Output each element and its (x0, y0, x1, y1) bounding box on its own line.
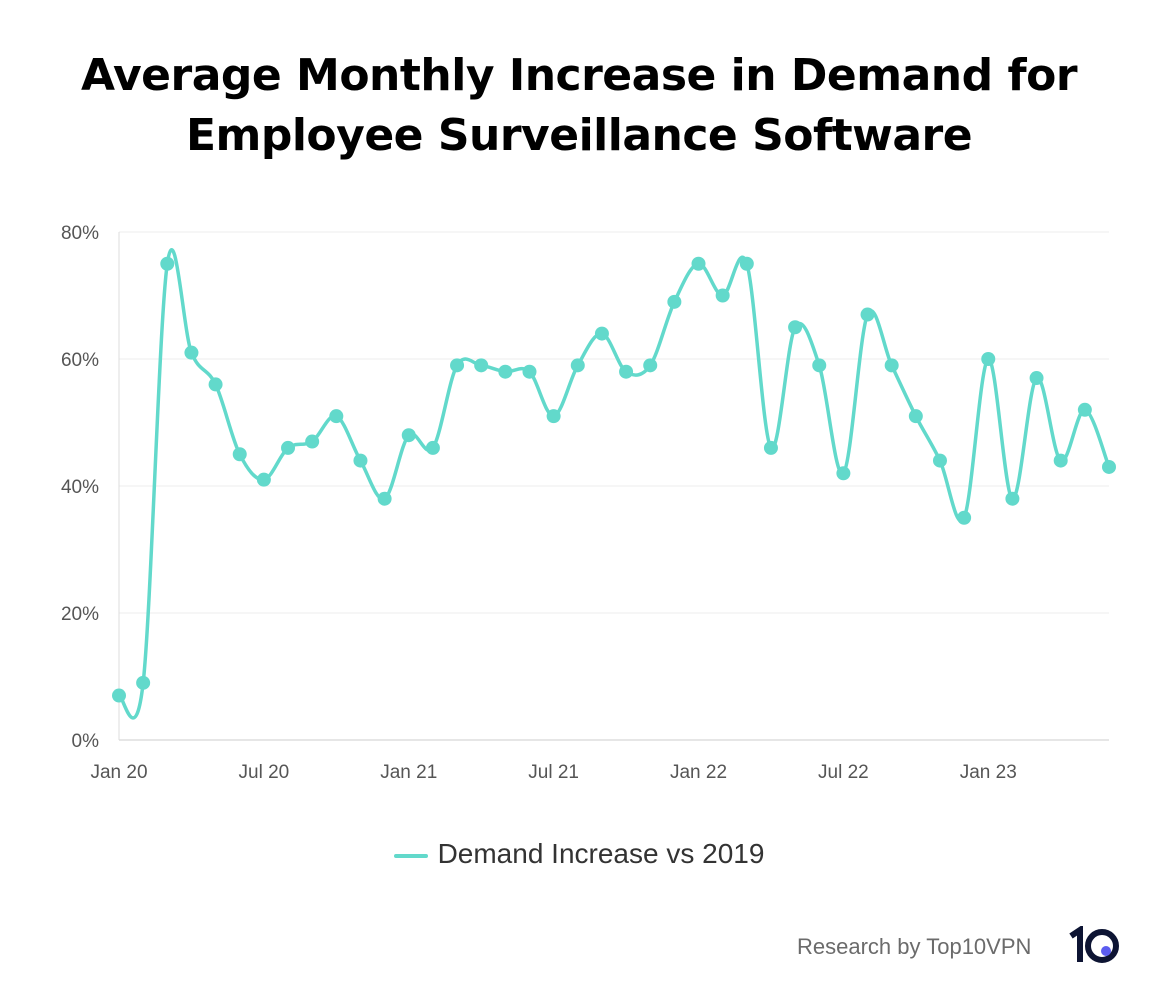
data-point (1005, 491, 1020, 506)
data-point (184, 345, 199, 360)
data-point (812, 358, 827, 373)
data-point (643, 358, 658, 373)
data-point (377, 491, 392, 506)
data-point (957, 510, 972, 525)
credit: Research by Top10VPN (797, 934, 1032, 959)
x-tick-label: Jan 23 (960, 762, 1017, 783)
data-point (1029, 371, 1044, 386)
data-point (329, 409, 344, 424)
data-point (667, 294, 682, 309)
data-point (908, 409, 923, 424)
x-tick-label: Jan 20 (90, 762, 147, 783)
chart-title: Average Monthly Increase in Demand for E… (80, 50, 1078, 161)
y-tick-label: 20% (61, 604, 99, 625)
top10vpn-logo (1069, 926, 1119, 963)
x-tick-label: Jan 21 (380, 762, 437, 783)
data-point (1102, 459, 1116, 474)
data-point (619, 364, 634, 379)
data-point (739, 256, 754, 271)
data-point (1053, 453, 1068, 468)
data-point (136, 675, 151, 690)
data-point (763, 440, 778, 455)
y-tick-label: 0% (72, 731, 100, 752)
data-point (232, 447, 247, 462)
data-point (256, 472, 271, 487)
x-tick-label: Jul 21 (528, 762, 579, 783)
data-point (981, 352, 996, 366)
data-point (932, 453, 947, 468)
data-point (715, 288, 730, 303)
legend-swatch (393, 853, 428, 858)
data-point (160, 256, 175, 271)
data-point (860, 307, 875, 322)
data-point (522, 364, 537, 379)
x-tick-label: Jul 20 (239, 762, 290, 783)
data-point (450, 358, 465, 373)
data-point (546, 409, 561, 424)
data-point (353, 453, 368, 468)
data-point (836, 466, 851, 481)
data-point (691, 256, 706, 271)
y-tick-label: 60% (61, 350, 99, 371)
data-point (594, 326, 609, 341)
data-point (425, 440, 440, 455)
y-tick-label: 80% (61, 223, 99, 244)
legend: Demand Increase vs 2019 (0, 838, 1158, 870)
data-point (1077, 402, 1092, 417)
data-point (884, 358, 899, 373)
data-point (112, 688, 126, 703)
data-point (208, 377, 223, 392)
data-point (401, 428, 416, 443)
data-point (474, 358, 489, 373)
data-point (570, 358, 585, 373)
data-point (305, 434, 320, 449)
y-tick-label: 40% (61, 477, 99, 498)
data-point (498, 364, 513, 379)
data-point (281, 440, 296, 455)
x-tick-label: Jul 22 (818, 762, 869, 783)
legend-label: Demand Increase vs 2019 (437, 838, 765, 869)
data-point (788, 320, 803, 335)
x-tick-label: Jan 22 (670, 762, 727, 783)
